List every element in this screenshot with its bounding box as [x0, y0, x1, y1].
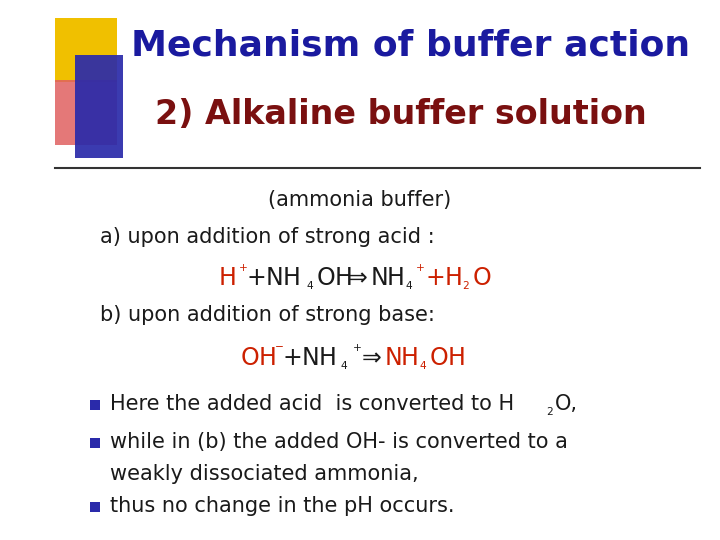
Text: $\mathregular{_4}$: $\mathregular{_4}$: [405, 278, 413, 293]
Text: $\mathregular{+ NH}$: $\mathregular{+ NH}$: [246, 266, 300, 290]
Text: $\mathregular{OH}$: $\mathregular{OH}$: [316, 266, 352, 290]
Text: $\mathregular{+ H}$: $\mathregular{+ H}$: [425, 266, 462, 290]
Text: $\mathregular{_2}$: $\mathregular{_2}$: [462, 278, 470, 293]
Text: O,: O,: [555, 394, 578, 414]
Text: (ammonia buffer): (ammonia buffer): [269, 190, 451, 210]
Text: Here the added acid  is converted to H: Here the added acid is converted to H: [110, 394, 514, 414]
Text: $\mathregular{_2}$: $\mathregular{_2}$: [546, 402, 554, 417]
Text: $\mathregular{^+}$: $\mathregular{^+}$: [350, 343, 362, 359]
Text: $\mathregular{OH}$: $\mathregular{OH}$: [429, 346, 465, 370]
Bar: [55, 18, 117, 82]
Text: $\mathregular{_4}$: $\mathregular{_4}$: [340, 357, 348, 373]
Text: $\mathregular{^-}$: $\mathregular{^-}$: [272, 343, 284, 359]
Bar: [90, 438, 100, 448]
Bar: [90, 400, 100, 410]
Text: $\mathregular{_4}$: $\mathregular{_4}$: [419, 357, 427, 373]
Text: a) upon addition of strong acid :: a) upon addition of strong acid :: [100, 227, 435, 247]
Text: thus no change in the pH occurs.: thus no change in the pH occurs.: [110, 496, 454, 516]
Text: Mechanism of buffer action: Mechanism of buffer action: [131, 28, 690, 62]
Text: $\mathregular{NH}$: $\mathregular{NH}$: [370, 266, 405, 290]
Text: ⇒: ⇒: [348, 266, 368, 290]
Text: weakly dissociated ammonia,: weakly dissociated ammonia,: [110, 464, 418, 484]
Text: b) upon addition of strong base:: b) upon addition of strong base:: [100, 305, 435, 325]
Text: while in (b) the added OH- is converted to a: while in (b) the added OH- is converted …: [110, 432, 568, 452]
Bar: [90, 502, 100, 512]
Bar: [55, 80, 117, 145]
Text: ⇒: ⇒: [362, 346, 382, 370]
Text: 2) Alkaline buffer solution: 2) Alkaline buffer solution: [155, 98, 647, 132]
Text: $\mathregular{_4}$: $\mathregular{_4}$: [306, 278, 314, 293]
Text: $\mathregular{NH}$: $\mathregular{NH}$: [384, 346, 418, 370]
Bar: [75, 55, 123, 158]
Text: $\mathregular{^+}$: $\mathregular{^+}$: [413, 264, 425, 279]
Text: $\mathregular{OH}$: $\mathregular{OH}$: [240, 346, 276, 370]
Text: $\mathregular{O}$: $\mathregular{O}$: [472, 266, 491, 290]
Text: $\mathregular{H}$: $\mathregular{H}$: [218, 266, 235, 290]
Text: $\mathregular{^+}$: $\mathregular{^+}$: [236, 264, 248, 279]
Text: $\mathregular{+ NH}$: $\mathregular{+ NH}$: [282, 346, 336, 370]
